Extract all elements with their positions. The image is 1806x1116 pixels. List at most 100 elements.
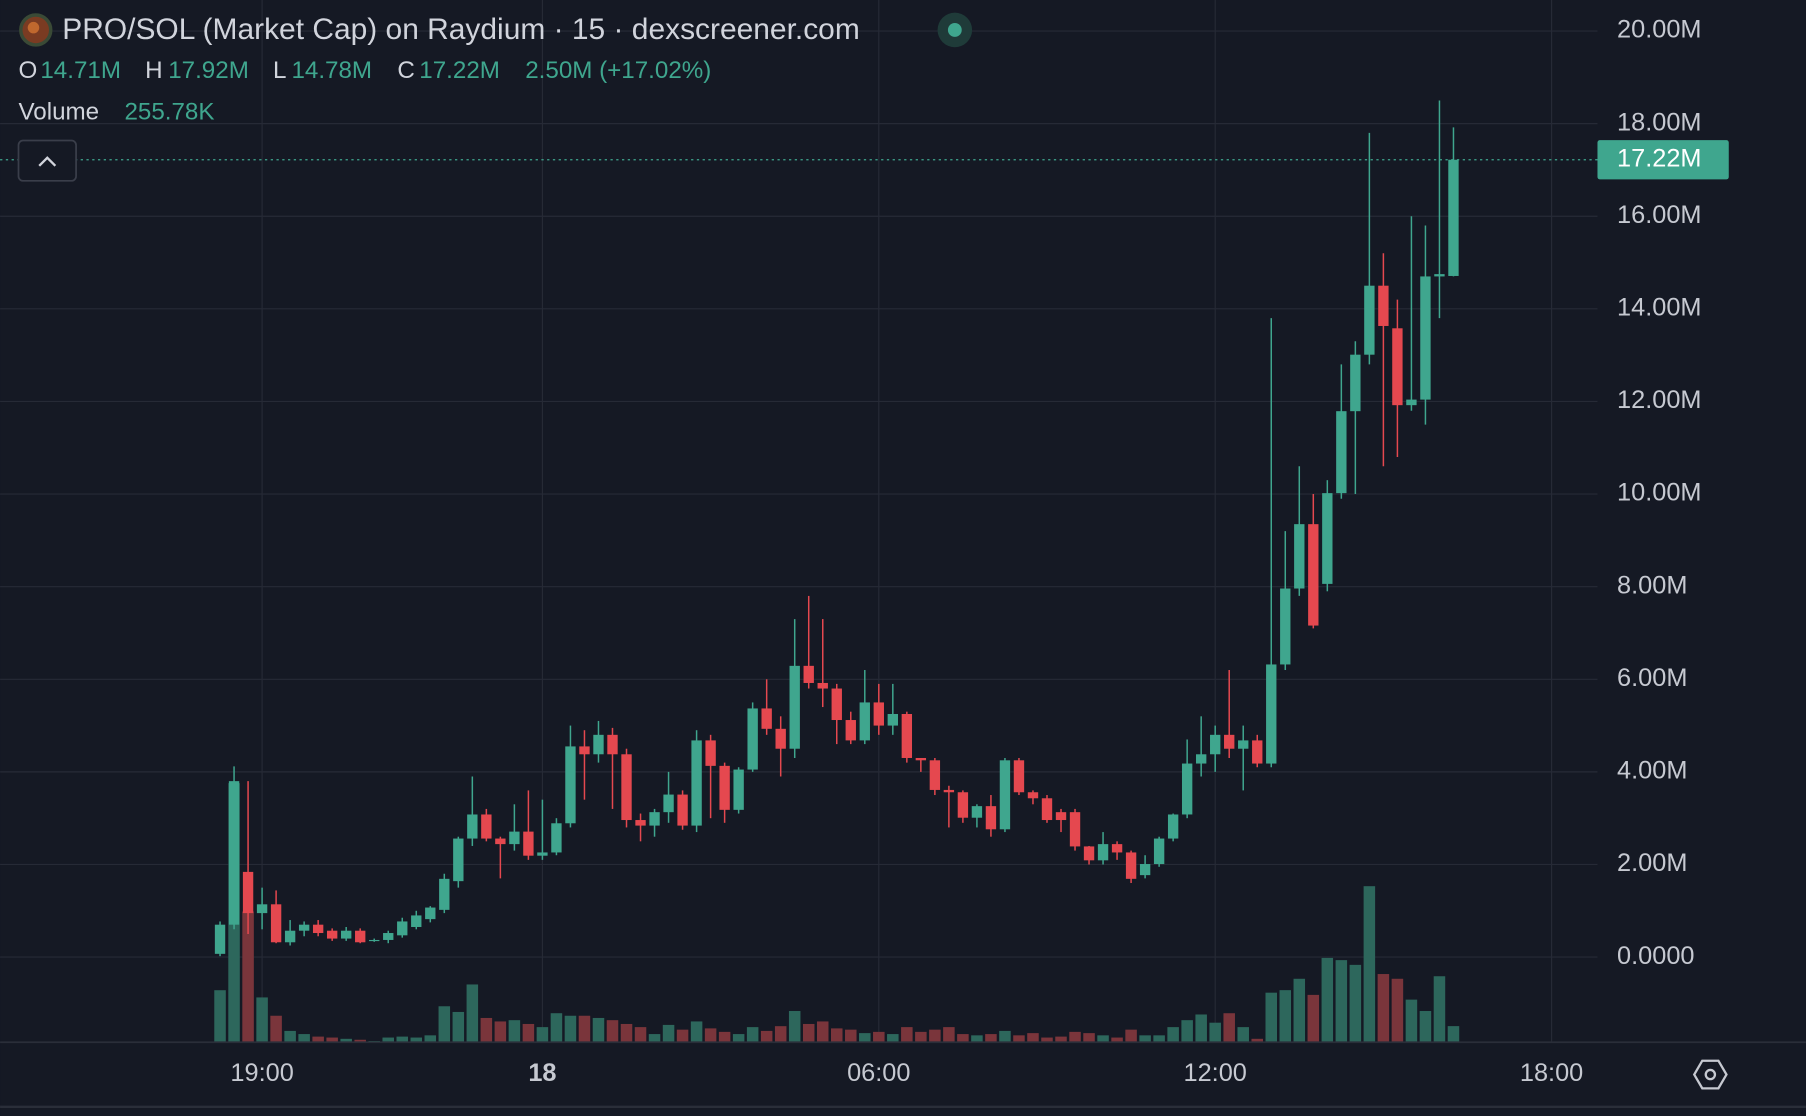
candle-body — [551, 823, 562, 853]
ohlc-label: H — [145, 57, 162, 84]
candle-body — [789, 665, 800, 749]
volume-label: Volume — [18, 98, 99, 125]
candle-body — [425, 907, 436, 920]
candle-body — [1195, 754, 1207, 764]
candle-body — [1294, 524, 1305, 589]
candle-body — [242, 871, 254, 914]
volume-bar — [438, 1006, 451, 1043]
x-tick-label: 18 — [528, 1059, 556, 1087]
volume-bar — [859, 1033, 871, 1043]
last-price-label: 17.22M — [1617, 144, 1701, 172]
candle-body — [1027, 792, 1039, 799]
candle-body — [621, 754, 632, 821]
volume-bar — [480, 1017, 493, 1043]
candle-body — [1266, 664, 1277, 764]
candle-body — [565, 746, 576, 824]
volume-bar — [985, 1034, 997, 1043]
candle-body — [1083, 846, 1095, 861]
volume-bar — [1069, 1031, 1081, 1043]
candle-body — [873, 702, 884, 726]
candle-body — [1153, 838, 1165, 865]
volume-bar — [1377, 974, 1390, 1043]
candle-body — [677, 794, 688, 826]
candle-body — [635, 820, 646, 826]
y-tick-label: 4.00M — [1617, 757, 1687, 785]
collapse-chevron[interactable] — [38, 156, 57, 167]
ohlc-label: C — [397, 57, 414, 84]
volume-bar — [1405, 999, 1418, 1043]
candle-body — [985, 806, 997, 830]
volume-bar — [802, 1023, 815, 1043]
x-tick-label: 06:00 — [847, 1059, 910, 1087]
candle-body — [1350, 354, 1361, 412]
volume-bar — [1181, 1020, 1193, 1043]
candle-body — [943, 789, 955, 793]
volume-bar — [746, 1027, 759, 1043]
y-tick-label: 20.00M — [1617, 16, 1701, 44]
settings-button[interactable] — [1692, 1059, 1728, 1090]
candle-body — [1069, 812, 1081, 847]
ohlc-value: 14.71M — [40, 57, 121, 84]
x-tick-label: 12:00 — [1183, 1059, 1246, 1087]
volume-bar — [662, 1024, 675, 1043]
volume-bar — [620, 1023, 633, 1043]
collapse-button-box[interactable] — [17, 139, 77, 182]
settings-icon-center[interactable] — [1704, 1068, 1717, 1081]
volume-bar — [536, 1027, 549, 1043]
collapse-button[interactable] — [17, 139, 77, 182]
candle-body — [1111, 844, 1123, 853]
candle-body — [1336, 411, 1347, 494]
candle-body — [775, 728, 786, 749]
candle-body — [383, 933, 394, 940]
candle-body — [1252, 740, 1263, 764]
candle-layer — [214, 100, 1459, 957]
candle-body — [411, 915, 422, 927]
candle-body — [831, 688, 842, 721]
volume-bar — [788, 1011, 801, 1043]
volume-bar — [1433, 976, 1446, 1043]
candle-body — [481, 814, 492, 839]
candle-body — [1238, 740, 1249, 749]
volume-bar — [326, 1037, 338, 1043]
settings-icon[interactable] — [1692, 1059, 1728, 1090]
change: 2.50M (+17.02%) — [525, 57, 711, 84]
volume-bar — [901, 1027, 913, 1043]
volume-bar — [732, 1034, 745, 1043]
candle-body — [284, 930, 296, 943]
status-dot — [947, 23, 962, 37]
grid-layer — [0, 0, 1598, 1043]
volume-bar — [396, 1036, 409, 1043]
volume-bar — [592, 1017, 605, 1043]
candle-body — [341, 930, 352, 939]
volume-bar — [999, 1030, 1011, 1043]
volume-bar — [816, 1021, 829, 1043]
candle-body — [467, 814, 478, 839]
volume-bar — [1167, 1027, 1179, 1043]
candle-body — [817, 682, 828, 689]
volume-bar — [452, 1011, 465, 1043]
volume-bar — [760, 1030, 773, 1043]
candle-body — [495, 838, 506, 845]
candle-body — [298, 924, 310, 931]
volume-bar — [1139, 1035, 1151, 1043]
candle-body — [1055, 812, 1067, 821]
candle-body — [1406, 399, 1417, 406]
volume-bar — [957, 1034, 969, 1043]
candle-body — [1378, 285, 1389, 326]
candle-body — [915, 757, 927, 761]
y-tick-label: 2.00M — [1617, 849, 1687, 877]
candle-body — [355, 930, 366, 943]
volume-bar — [550, 1013, 563, 1043]
volume-bar — [1223, 1013, 1235, 1043]
y-tick-label: 16.00M — [1617, 201, 1701, 229]
volume-bar — [971, 1035, 983, 1043]
volume-bar — [718, 1031, 731, 1043]
volume-bar — [830, 1028, 843, 1043]
candle-body — [1041, 798, 1053, 821]
candle-body — [228, 781, 240, 925]
volume-bar — [1111, 1037, 1123, 1043]
token-icon-detail — [27, 21, 40, 34]
candle-body — [397, 921, 408, 936]
